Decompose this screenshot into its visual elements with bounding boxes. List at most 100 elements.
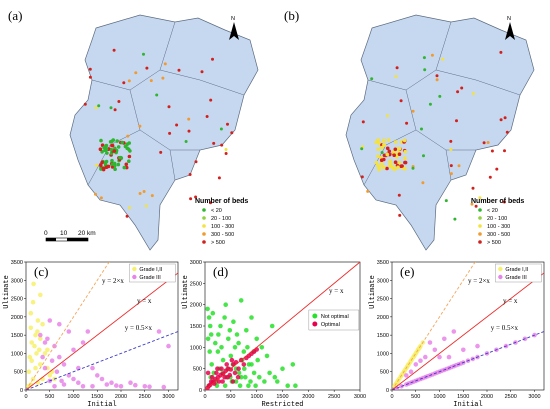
- data-point: [280, 366, 285, 372]
- data-point: [255, 357, 260, 363]
- data-point: [207, 349, 212, 354]
- legend-marker: [498, 266, 503, 272]
- hospital-dot: [194, 195, 198, 199]
- data-point: [231, 319, 236, 325]
- hospital-dot: [120, 140, 124, 145]
- data-point: [142, 384, 148, 389]
- legend-dot: [202, 216, 206, 220]
- data-point: [99, 376, 105, 382]
- hospital-dot: [112, 48, 116, 52]
- x-tick-label: 3000: [354, 394, 366, 400]
- hospital-dot: [360, 147, 364, 151]
- hospital-dot: [220, 143, 224, 147]
- data-point: [234, 332, 240, 337]
- data-point: [216, 379, 222, 384]
- hospital-dot: [99, 163, 103, 167]
- panel-label: (e): [400, 264, 414, 279]
- reference-line: [26, 272, 178, 390]
- data-point: [430, 372, 435, 377]
- data-point: [206, 315, 212, 320]
- hospital-dot: [226, 122, 229, 126]
- reference-line: [26, 262, 110, 390]
- reference-line: [392, 331, 544, 390]
- reference-line: [205, 262, 360, 390]
- data-point: [47, 318, 53, 323]
- data-point: [109, 380, 114, 386]
- hospital-dot: [184, 140, 188, 143]
- hospital-dot: [83, 102, 87, 106]
- hospital-dot: [187, 117, 191, 121]
- data-point: [437, 354, 442, 360]
- hospital-dot: [460, 86, 464, 90]
- data-point: [241, 362, 247, 367]
- scatter-chart-c: 0 500 1000 1500 2000 2500 3000 0 500 1000 1500 2000…: [3, 260, 179, 409]
- data-point: [45, 347, 50, 353]
- hospital-dot: [374, 160, 379, 165]
- hospital-dot: [126, 134, 130, 138]
- hospital-dot: [376, 154, 380, 158]
- hospital-dot: [386, 114, 389, 118]
- data-point: [228, 367, 234, 372]
- hospital-dot: [471, 186, 475, 190]
- hospital-dot: [388, 159, 392, 163]
- data-point: [236, 340, 241, 346]
- hospital-dot: [387, 149, 392, 154]
- data-point: [264, 353, 270, 359]
- hospital-dot: [382, 138, 386, 143]
- hospital-dot: [117, 100, 121, 103]
- hospital-dot: [395, 66, 399, 70]
- hospital-dot: [106, 164, 111, 169]
- data-point: [230, 379, 236, 384]
- hospital-dot: [175, 123, 179, 127]
- north-arrow-b: N: [505, 16, 515, 40]
- hospital-dot: [505, 130, 509, 134]
- points-group: [26, 281, 171, 390]
- x-tick-label: 500: [411, 394, 420, 400]
- data-point: [133, 382, 138, 388]
- panel-label: (c): [34, 264, 48, 279]
- x-tick-label: 1000: [251, 394, 263, 400]
- hospital-dot: [360, 175, 364, 179]
- data-point: [241, 349, 247, 354]
- data-point: [71, 347, 76, 353]
- y-axis-title: Ultimate: [3, 275, 11, 309]
- legend-item: 100 - 300: [487, 224, 510, 230]
- data-point: [37, 347, 42, 353]
- legend-item: 20 - 100: [211, 216, 231, 222]
- hospital-dot: [449, 148, 453, 151]
- hospital-dot: [382, 165, 386, 170]
- hospital-dot: [127, 154, 132, 159]
- legend-item: < 20: [211, 208, 222, 214]
- hospital-dot: [486, 141, 490, 144]
- hospital-dot: [212, 141, 216, 145]
- hospital-dot: [205, 115, 209, 118]
- data-point: [33, 332, 38, 338]
- data-point: [220, 357, 226, 363]
- hospital-dot: [478, 196, 482, 200]
- data-point: [427, 340, 433, 345]
- data-point: [209, 362, 214, 367]
- hospital-dot: [435, 78, 439, 82]
- hospital-dot: [471, 92, 475, 96]
- data-point: [444, 366, 449, 372]
- hospital-dot: [98, 147, 103, 151]
- data-point: [61, 362, 67, 367]
- y-tick-label: 2500: [377, 297, 389, 303]
- data-point: [404, 373, 409, 378]
- hospital-dot: [144, 204, 148, 208]
- data-point: [446, 354, 452, 360]
- data-point: [35, 329, 40, 334]
- hospital-dot: [142, 190, 146, 193]
- hospital-dot: [397, 146, 402, 151]
- data-point: [161, 384, 167, 390]
- panel-label: (d): [213, 264, 228, 279]
- legend-label: Grade III: [139, 275, 161, 281]
- hospital-dots-b: [360, 50, 509, 221]
- data-point: [418, 358, 423, 364]
- hospital-dot: [402, 138, 407, 143]
- data-point: [30, 299, 36, 305]
- hospital-dot: [224, 152, 228, 155]
- y-axis-title: Ultimate: [369, 275, 377, 309]
- hospital-dot: [397, 193, 401, 197]
